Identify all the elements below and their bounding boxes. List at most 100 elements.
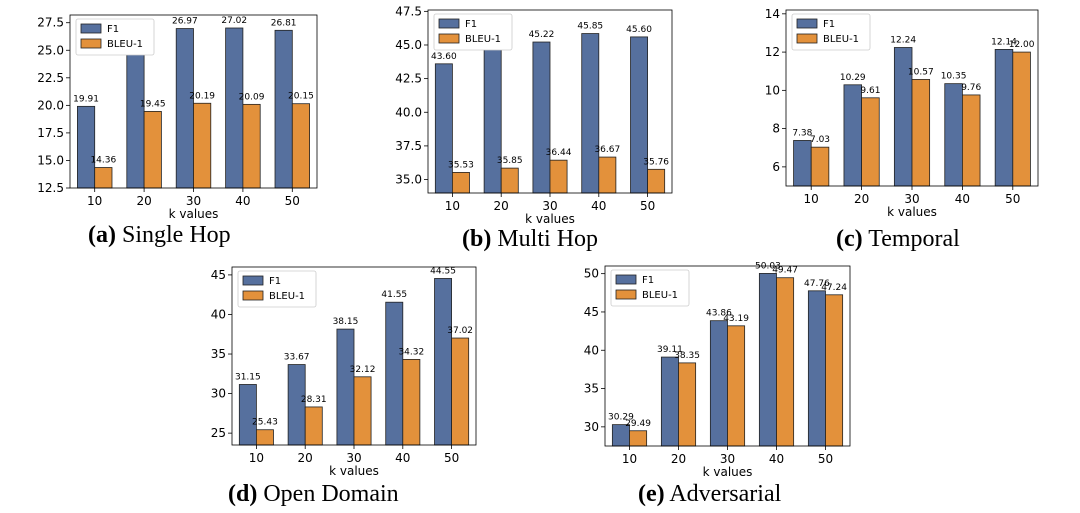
chart-b-data-label-f1-30: 45.22 <box>529 30 555 40</box>
caption-c-text: Temporal <box>868 226 960 252</box>
caption-e-tag: (e) <box>638 481 665 507</box>
chart-e-frame <box>604 265 851 447</box>
chart-e-xtick-label: 30 <box>720 452 735 466</box>
chart-c-data-label-bleu1-10: 7.03 <box>810 135 830 145</box>
chart-d-ytick-label: 25 <box>211 426 226 440</box>
chart-e-data-label-bleu1-40: 49.47 <box>772 266 798 276</box>
chart-e-bar-bleu1-20 <box>678 362 697 447</box>
chart-d-ytick-label: 45 <box>211 268 226 282</box>
chart-d-xlabel: k values <box>329 464 379 478</box>
chart-b-ytick-label: 37.5 <box>395 139 422 153</box>
chart-d-data-label-f1-40: 41.55 <box>381 290 407 300</box>
chart-b-data-label-bleu1-50: 35.76 <box>643 157 669 167</box>
caption-a-text: Single Hop <box>121 222 231 248</box>
chart-e-xtick-label: 10 <box>622 452 637 466</box>
chart-d-data-label-bleu1-50: 37.02 <box>447 326 473 336</box>
chart-c-xtick-label: 30 <box>904 192 919 206</box>
chart-d-data-label-bleu1-20: 28.31 <box>301 395 327 405</box>
chart-e-ytick-label: 40 <box>584 343 599 357</box>
chart-c-ytick-label: 12 <box>765 45 780 59</box>
chart-e-bar-f1-40 <box>758 273 777 447</box>
chart-e-ytick-label: 30 <box>584 420 599 434</box>
chart-d-data-label-f1-50: 44.55 <box>430 266 456 276</box>
caption-b-text: Multi Hop <box>497 226 599 252</box>
chart-e-bar-bleu1-10 <box>629 430 648 447</box>
chart-e-ytick-label: 35 <box>584 382 599 396</box>
chart-c-data-label-bleu1-30: 10.57 <box>908 67 934 77</box>
chart-c-xlabel: k values <box>887 205 937 219</box>
chart-c-legend-swatch-f1 <box>796 18 818 29</box>
chart-d-xtick-label: 40 <box>395 451 410 465</box>
chart-a-ytick-label: 17.5 <box>37 126 64 140</box>
chart-e-legend-swatch-f1 <box>615 274 637 285</box>
chart-e-data-label-f1-20: 39.11 <box>657 345 683 355</box>
chart-c-data-label-bleu1-40: 9.76 <box>961 83 981 93</box>
chart-c-data-label-f1-20: 10.29 <box>840 73 866 83</box>
chart-a-data-label-bleu1-30: 20.19 <box>189 91 215 101</box>
chart-b-ytick-label: 40.0 <box>395 105 422 119</box>
chart-e-data-label-f1-30: 43.86 <box>706 309 732 319</box>
chart-a-data-label-bleu1-20: 19.45 <box>140 99 166 109</box>
chart-a-xtick-label: 40 <box>235 194 250 208</box>
caption-e: (e) Adversarial <box>638 481 781 508</box>
chart-b-xtick-label: 20 <box>494 199 509 213</box>
chart-c-data-label-f1-10: 7.38 <box>792 128 812 138</box>
chart-c-data-label-f1-30: 12.24 <box>890 35 916 45</box>
chart-d-legend-label-f1: F1 <box>269 276 281 287</box>
caption-e-text: Adversarial <box>669 481 782 507</box>
chart-b-data-label-f1-50: 45.60 <box>626 25 652 35</box>
chart-d-xtick-label: 10 <box>249 451 264 465</box>
chart-e-xtick-label: 20 <box>671 452 686 466</box>
chart-a-data-label-f1-10: 19.91 <box>73 94 99 104</box>
chart-b-xtick-label: 10 <box>445 199 460 213</box>
chart-a-data-label-f1-30: 26.97 <box>172 17 198 27</box>
chart-e-bar-bleu1-40 <box>776 277 795 447</box>
chart-a-legend-label-f1: F1 <box>107 24 119 35</box>
chart-d-ytick-label: 35 <box>211 347 226 361</box>
chart-c-legend-label-f1: F1 <box>823 19 835 30</box>
chart-b-ytick-label: 42.5 <box>395 72 422 86</box>
chart-a-ytick-label: 27.5 <box>37 16 64 30</box>
chart-e-data-label-bleu1-10: 29.49 <box>625 419 651 429</box>
chart-a-data-label-bleu1-40: 20.09 <box>239 92 265 102</box>
chart-e-bar-f1-20 <box>660 356 679 447</box>
chart-a-data-label-bleu1-10: 14.36 <box>90 156 116 166</box>
chart-e-legend-label-bleu1: BLEU-1 <box>642 290 678 301</box>
chart-d-data-label-bleu1-30: 32.12 <box>350 365 376 375</box>
chart-b-frame <box>427 9 673 194</box>
caption-d-text: Open Domain <box>263 481 399 507</box>
chart-d-legend-swatch-f1 <box>242 275 264 286</box>
chart-a-ytick-label: 15.0 <box>37 153 64 167</box>
chart-b-data-label-bleu1-30: 36.44 <box>546 148 572 158</box>
chart-b-ytick-label: 35.0 <box>395 173 422 187</box>
chart-d-xtick-label: 50 <box>444 451 459 465</box>
caption-b: (b) Multi Hop <box>462 226 598 253</box>
chart-b-legend-label-f1: F1 <box>465 19 477 30</box>
chart-a-ytick-label: 20.0 <box>37 98 64 112</box>
chart-c-data-label-f1-40: 10.35 <box>941 72 967 82</box>
chart-e-xtick-label: 50 <box>818 452 833 466</box>
caption-c: (c) Temporal <box>836 226 960 253</box>
chart-b-legend-label-bleu1: BLEU-1 <box>465 34 501 45</box>
chart-e-data-label-f1-50: 47.76 <box>804 279 830 289</box>
chart-c-svg: 6 8 10 12 14 7.387.03 10 10.29 9.61 20 12.24 10.57 3… <box>765 7 1039 219</box>
chart-e-bar-bleu1-30 <box>727 325 746 447</box>
chart-a-frame <box>69 14 318 189</box>
chart-c-xtick-label: 20 <box>854 192 869 206</box>
chart-a-legend-swatch-f1 <box>80 23 102 34</box>
chart-e-data-label-bleu1-50: 47.24 <box>821 283 847 293</box>
chart-b-data-label-bleu1-20: 35.85 <box>497 156 523 166</box>
chart-d-legend-label-bleu1: BLEU-1 <box>269 291 305 302</box>
chart-d-ytick-label: 30 <box>211 387 226 401</box>
chart-d-data-label-bleu1-40: 34.32 <box>398 347 424 357</box>
chart-e-xtick-label: 40 <box>769 452 784 466</box>
caption-a: (a) Single Hop <box>88 222 231 249</box>
chart-e-data-label-bleu1-30: 43.19 <box>723 314 749 324</box>
chart-c-data-label-bleu1-20: 9.61 <box>860 86 880 96</box>
caption-b-tag: (b) <box>462 226 492 252</box>
chart-c-xtick-label: 40 <box>955 192 970 206</box>
chart-a-data-label-f1-50: 26.81 <box>271 18 297 28</box>
chart-d-legend-swatch-bleu1 <box>242 290 264 301</box>
